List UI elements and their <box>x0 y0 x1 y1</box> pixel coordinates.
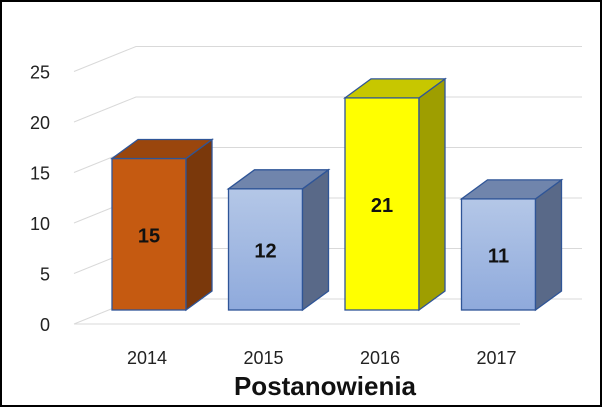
data-label: 21 <box>371 195 393 217</box>
bar-side <box>418 77 446 312</box>
bar-side <box>185 138 213 312</box>
bar-2017 <box>459 178 564 312</box>
bar-2015 <box>226 168 331 312</box>
x-tick-label: 2014 <box>127 348 167 368</box>
x-tick-label: 2017 <box>476 348 516 368</box>
data-label: 15 <box>138 225 160 247</box>
gridline <box>73 46 582 72</box>
bar-2016 <box>343 77 447 312</box>
x-axis-categories: 2014 2015 2016 2017 <box>127 348 517 368</box>
bar-top <box>110 138 214 160</box>
y-axis-ticks: 0 5 10 15 20 25 <box>30 63 50 336</box>
bar-2014 <box>110 138 214 312</box>
x-axis-title: Postanowienia <box>234 371 417 401</box>
x-tick-label: 2016 <box>360 348 400 368</box>
y-tick-label: 25 <box>30 63 50 83</box>
bar-side <box>301 168 330 312</box>
y-tick-label: 5 <box>40 265 50 285</box>
y-tick-label: 10 <box>30 214 50 234</box>
bar-front <box>111 157 187 311</box>
bars: 15 12 21 11 <box>110 77 564 312</box>
bar-top <box>343 78 447 99</box>
x-tick-label: 2015 <box>243 348 283 368</box>
y-tick-label: 20 <box>30 113 50 133</box>
bar-top <box>226 169 331 190</box>
bar-front <box>460 198 537 311</box>
data-label: 11 <box>488 245 509 267</box>
y-tick-label: 0 <box>40 315 50 335</box>
bar-side <box>534 178 563 312</box>
y-tick-label: 15 <box>30 164 50 184</box>
gridline <box>73 96 582 123</box>
bar-top <box>459 179 564 200</box>
data-label: 12 <box>254 240 276 262</box>
